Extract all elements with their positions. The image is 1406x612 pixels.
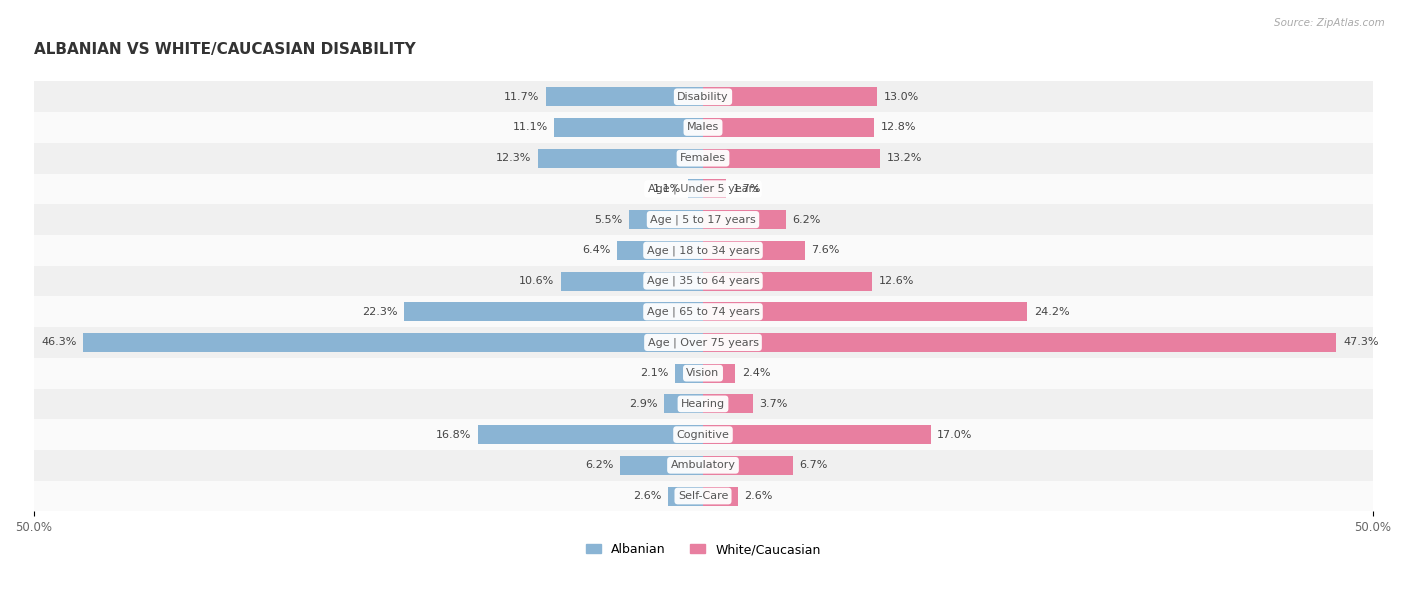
Text: Age | 5 to 17 years: Age | 5 to 17 years: [650, 214, 756, 225]
Text: 17.0%: 17.0%: [938, 430, 973, 439]
Bar: [703, 241, 804, 260]
Bar: [668, 487, 703, 506]
Bar: [34, 480, 1372, 512]
Text: 24.2%: 24.2%: [1033, 307, 1070, 317]
Bar: [703, 272, 872, 291]
Bar: [703, 149, 880, 168]
Text: 12.3%: 12.3%: [496, 153, 531, 163]
Text: 1.1%: 1.1%: [654, 184, 682, 194]
Text: 7.6%: 7.6%: [811, 245, 839, 255]
Bar: [703, 487, 738, 506]
Text: 16.8%: 16.8%: [436, 430, 471, 439]
Text: 2.4%: 2.4%: [742, 368, 770, 378]
Legend: Albanian, White/Caucasian: Albanian, White/Caucasian: [581, 538, 825, 561]
Bar: [83, 333, 703, 352]
Bar: [34, 266, 1372, 296]
Bar: [34, 296, 1372, 327]
Text: Age | 65 to 74 years: Age | 65 to 74 years: [647, 307, 759, 317]
Bar: [405, 302, 703, 321]
Bar: [703, 88, 877, 106]
Text: Females: Females: [681, 153, 725, 163]
Bar: [703, 302, 1026, 321]
Bar: [703, 425, 931, 444]
Text: Source: ZipAtlas.com: Source: ZipAtlas.com: [1274, 18, 1385, 28]
Text: ALBANIAN VS WHITE/CAUCASIAN DISABILITY: ALBANIAN VS WHITE/CAUCASIAN DISABILITY: [34, 42, 415, 57]
Bar: [34, 204, 1372, 235]
Text: 13.0%: 13.0%: [884, 92, 920, 102]
Bar: [703, 456, 793, 475]
Bar: [34, 174, 1372, 204]
Text: 2.6%: 2.6%: [745, 491, 773, 501]
Text: 6.7%: 6.7%: [800, 460, 828, 470]
Text: 1.7%: 1.7%: [733, 184, 761, 194]
Bar: [547, 88, 703, 106]
Bar: [703, 364, 735, 382]
Text: Disability: Disability: [678, 92, 728, 102]
Bar: [478, 425, 703, 444]
Bar: [689, 179, 703, 198]
Bar: [34, 450, 1372, 480]
Text: Hearing: Hearing: [681, 399, 725, 409]
Bar: [703, 394, 752, 414]
Text: Self-Care: Self-Care: [678, 491, 728, 501]
Bar: [703, 179, 725, 198]
Bar: [34, 327, 1372, 358]
Bar: [664, 394, 703, 414]
Text: 2.6%: 2.6%: [633, 491, 661, 501]
Text: Age | Over 75 years: Age | Over 75 years: [648, 337, 758, 348]
Text: 11.1%: 11.1%: [512, 122, 548, 132]
Text: Males: Males: [688, 122, 718, 132]
Text: Age | 35 to 64 years: Age | 35 to 64 years: [647, 276, 759, 286]
Text: 6.2%: 6.2%: [793, 215, 821, 225]
Bar: [34, 358, 1372, 389]
Bar: [561, 272, 703, 291]
Text: 6.2%: 6.2%: [585, 460, 613, 470]
Bar: [617, 241, 703, 260]
Text: Age | 18 to 34 years: Age | 18 to 34 years: [647, 245, 759, 256]
Text: 3.7%: 3.7%: [759, 399, 787, 409]
Bar: [703, 210, 786, 229]
Bar: [34, 143, 1372, 174]
Text: Cognitive: Cognitive: [676, 430, 730, 439]
Text: 2.9%: 2.9%: [628, 399, 658, 409]
Text: 13.2%: 13.2%: [886, 153, 922, 163]
Bar: [34, 112, 1372, 143]
Bar: [703, 333, 1336, 352]
Text: 11.7%: 11.7%: [505, 92, 540, 102]
Text: 2.1%: 2.1%: [640, 368, 668, 378]
Text: Vision: Vision: [686, 368, 720, 378]
Text: 10.6%: 10.6%: [519, 276, 554, 286]
Text: Ambulatory: Ambulatory: [671, 460, 735, 470]
Text: 46.3%: 46.3%: [41, 337, 76, 348]
Text: 12.8%: 12.8%: [882, 122, 917, 132]
Bar: [630, 210, 703, 229]
Text: 5.5%: 5.5%: [595, 215, 623, 225]
Text: 47.3%: 47.3%: [1343, 337, 1378, 348]
Text: 12.6%: 12.6%: [879, 276, 914, 286]
Text: Age | Under 5 years: Age | Under 5 years: [648, 184, 758, 194]
Bar: [554, 118, 703, 137]
Bar: [34, 419, 1372, 450]
Bar: [703, 118, 875, 137]
Bar: [538, 149, 703, 168]
Text: 22.3%: 22.3%: [363, 307, 398, 317]
Bar: [675, 364, 703, 382]
Bar: [620, 456, 703, 475]
Bar: [34, 81, 1372, 112]
Text: 6.4%: 6.4%: [582, 245, 610, 255]
Bar: [34, 389, 1372, 419]
Bar: [34, 235, 1372, 266]
